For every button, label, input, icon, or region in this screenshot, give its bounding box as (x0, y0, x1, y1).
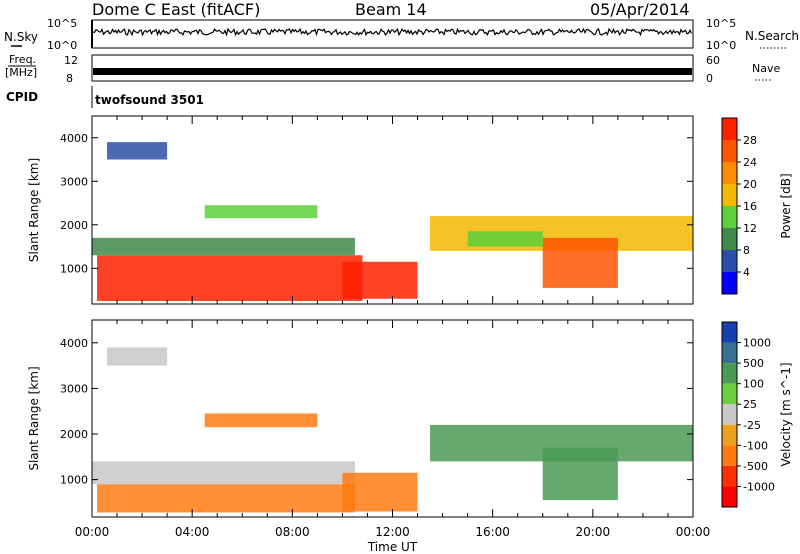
nsky-tick-top: 10^5 (47, 17, 77, 30)
data-region-2 (342, 472, 418, 512)
nsearch-tick-bottom: 10^0 (706, 39, 736, 52)
freq-unit-label: [MHz] (5, 66, 37, 79)
y-tick-label: 3000 (60, 175, 88, 188)
nsky-line (92, 27, 693, 37)
colorbar-cell (722, 363, 737, 384)
x-tick-label: 00:00 (75, 525, 110, 539)
nsky-tick-bottom: 10^0 (47, 39, 77, 52)
colorbar-tick-label: 16 (743, 200, 757, 213)
colorbar-cell (722, 184, 737, 206)
data-region-6 (542, 237, 618, 288)
nsky-trace (91, 20, 693, 48)
colorbar-cell (722, 383, 737, 405)
colorbar-cell (722, 445, 737, 466)
x-axis-label: Time UT (367, 540, 418, 554)
y-tick-label: 3000 (60, 382, 88, 395)
data-region-4 (204, 205, 318, 219)
nave-label: Nave (752, 62, 780, 75)
cpid-label: CPID (6, 90, 38, 104)
x-tick-label: 00:00 (676, 525, 711, 539)
date-title: 05/Apr/2014 (590, 0, 690, 19)
colorbar-label: Power [dB] (779, 173, 793, 238)
beam-title: Beam 14 (355, 0, 427, 19)
x-tick-label: 12:00 (375, 525, 410, 539)
y-axis-label: Slant Range [km] (27, 158, 41, 262)
station-title: Dome C East (fitACF) (92, 0, 260, 19)
x-tick-label: 20:00 (576, 525, 611, 539)
colorbar-cell (722, 140, 737, 162)
colorbar-tick-label: 25 (743, 398, 757, 411)
data-region-3 (107, 142, 168, 160)
colorbar-tick-label: -100 (743, 439, 768, 452)
colorbar-tick-label: 28 (743, 134, 757, 147)
colorbar-tick-label: 100 (743, 378, 764, 391)
colorbar-tick-label: 500 (743, 357, 764, 370)
colorbar-frame (721, 321, 738, 508)
data-region-6 (542, 447, 618, 501)
colorbar-cell (722, 342, 737, 364)
nsky-label: N.Sky (4, 30, 38, 44)
data-region-7 (467, 231, 543, 247)
nsearch-label: N.Search (745, 29, 799, 43)
colorbar-cell (722, 322, 737, 343)
colorbar-cell (722, 424, 737, 446)
y-tick-label: 1000 (60, 474, 88, 487)
velocity-panel: 1000 2000 3000 4000 Slant Range [km] 1000 500 1… (27, 319, 793, 554)
power-panel: 1000 2000 3000 4000 Slant Range [km] 4 8 12 16 20… (27, 115, 793, 305)
colorbar-cell (722, 272, 737, 294)
colorbar-tick-label: -25 (743, 419, 761, 432)
colorbar-tick-label: 1000 (743, 337, 771, 350)
nave-tick-top: 60 (706, 54, 720, 67)
colorbar-cell (722, 404, 737, 425)
nave-tick-bottom: 0 (706, 72, 713, 85)
colorbar-tick-label: 8 (743, 244, 750, 257)
data-region-2 (92, 237, 355, 256)
data-region-0 (97, 255, 363, 301)
data-region-3 (107, 347, 168, 366)
x-tick-label: 16:00 (475, 525, 510, 539)
colorbar-tick-label: -500 (743, 460, 768, 473)
y-tick-label: 1000 (60, 262, 88, 275)
x-tick-label: 04:00 (175, 525, 210, 539)
freq-nave-trace (93, 68, 692, 75)
colorbar-tick-label: 4 (743, 266, 750, 279)
colorbar-cell (722, 118, 737, 140)
x-tick-label: 08:00 (275, 525, 310, 539)
freq-tick-top: 12 (64, 54, 78, 67)
y-tick-label: 2000 (60, 428, 88, 441)
data-region-1 (342, 261, 418, 299)
freq-tick-bottom: 8 (66, 72, 73, 85)
data-region-4 (204, 413, 318, 428)
colorbar-label: Velocity [m s^-1] (779, 362, 793, 466)
colorbar-cell (722, 250, 737, 272)
data-region-0 (97, 484, 355, 513)
nsearch-tick-top: 10^5 (706, 17, 736, 30)
colorbar-tick-label: 24 (743, 156, 757, 169)
data-region-1 (92, 461, 355, 485)
freq-label: Freq. (9, 53, 36, 66)
y-tick-label: 2000 (60, 219, 88, 232)
colorbar-cell (722, 228, 737, 250)
colorbar-cell (722, 206, 737, 228)
y-axis-label: Slant Range [km] (27, 366, 41, 470)
cpid-value: twofsound 3501 (95, 93, 204, 107)
colorbar-tick-label: -1000 (743, 480, 775, 493)
freq-panel-frame (91, 54, 694, 82)
y-tick-label: 4000 (60, 337, 88, 350)
y-tick-label: 4000 (60, 132, 88, 145)
colorbar-tick-label: 20 (743, 178, 757, 191)
colorbar-tick-label: 12 (743, 222, 757, 235)
colorbar-cell (722, 486, 737, 507)
colorbar-cell (722, 162, 737, 184)
colorbar-cell (722, 465, 737, 487)
